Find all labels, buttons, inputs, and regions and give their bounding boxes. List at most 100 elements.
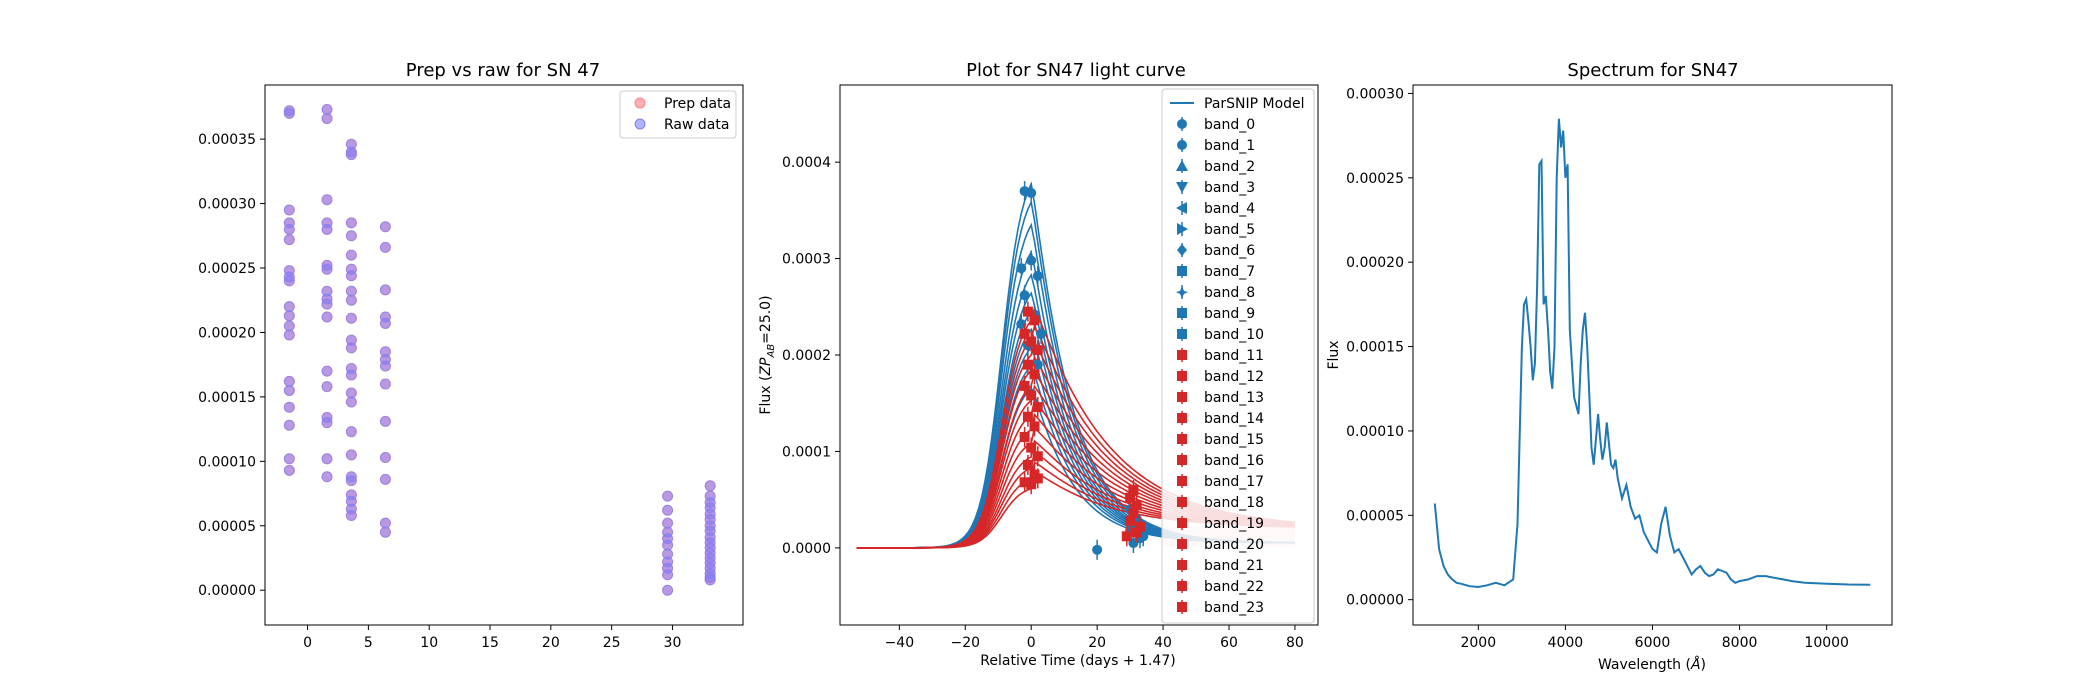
y-tick-label: 0.00030 [1346, 86, 1404, 102]
raw-data-point [283, 107, 295, 119]
y-tick-label: 0.0004 [782, 155, 831, 171]
y-tick-label: 0.0003 [782, 252, 831, 268]
y-tick-label: 0.0002 [782, 348, 831, 364]
legend-model-label: ParSNIP Model [1204, 96, 1305, 112]
light-curve-panel: Plot for SN47 light curve −40 −20 0 20 40 60 8… [758, 60, 1319, 669]
y-tick-label: 0.00015 [198, 390, 256, 406]
raw-data-point [321, 417, 333, 429]
legend-prep-label: Prep data [664, 96, 731, 112]
y-tick-label: 0.0000 [782, 541, 831, 557]
raw-data-point [345, 369, 357, 381]
raw-data-point [662, 569, 674, 581]
y-tick-label: 0.00020 [1346, 255, 1404, 271]
legend-band_22-marker [1177, 581, 1187, 591]
y-tick-label: 0.00035 [198, 132, 256, 148]
observation-point [1026, 255, 1037, 266]
raw-data-point [321, 381, 333, 393]
raw-data-point [321, 365, 333, 377]
raw-data-point [321, 194, 333, 206]
observation-point [1128, 485, 1139, 495]
legend-band_2-marker [1176, 160, 1188, 171]
observation-point [1019, 380, 1030, 391]
observation-point [1026, 442, 1037, 453]
raw-data-point [345, 217, 357, 229]
raw-data-point [345, 270, 357, 282]
observation-point [1092, 544, 1103, 555]
legend-band_6-marker [1177, 244, 1187, 256]
y-tick-label: 0.00005 [1346, 508, 1404, 524]
x-tick-label: 25 [603, 635, 621, 651]
legend-band_15-marker [1177, 434, 1187, 444]
x-tick-label: 20 [542, 635, 560, 651]
panel-2-ylabel: Flux (ZPAB=25.0) [758, 295, 777, 414]
legend-band_23-marker [1177, 602, 1187, 612]
raw-data-point [379, 317, 391, 329]
observation-point [1022, 306, 1033, 317]
raw-data-point [321, 103, 333, 115]
y-tick-label: 0.00000 [1346, 593, 1404, 609]
x-tick-label: −40 [885, 635, 915, 651]
raw-data-point [345, 249, 357, 261]
observation-point [1022, 411, 1033, 422]
legend-band_9-label: band_9 [1204, 306, 1255, 322]
observation-point [1032, 270, 1043, 281]
raw-data-point [379, 473, 391, 485]
raw-data-point [379, 378, 391, 390]
x-tick-label: 8000 [1722, 635, 1758, 651]
x-tick-label: 80 [1286, 635, 1304, 651]
legend-band_18-label: band_18 [1204, 495, 1264, 511]
panel-1-frame [264, 84, 744, 626]
raw-data-point [321, 223, 333, 235]
legend-band_9-marker [1177, 308, 1187, 318]
observation-point [1131, 500, 1142, 511]
raw-data-point [345, 149, 357, 161]
legend-band_15-label: band_15 [1204, 432, 1264, 448]
observation-point [1131, 527, 1142, 538]
observation-point [1019, 477, 1030, 488]
legend-box [619, 90, 737, 139]
legend-raw-marker [634, 118, 646, 130]
observation-point [1026, 390, 1037, 401]
legend-band_7-label: band_7 [1204, 264, 1255, 280]
raw-data-point [283, 204, 295, 216]
y-tick-label: 0.00000 [198, 583, 256, 599]
legend-band_13-label: band_13 [1204, 390, 1264, 406]
legend-band_20-marker [1177, 539, 1187, 549]
observation-point [1026, 336, 1037, 347]
raw-data-point [321, 453, 333, 465]
x-tick-label: 20 [1088, 635, 1106, 651]
observation-point [1032, 345, 1043, 356]
legend-band_7-marker [1177, 266, 1187, 276]
legend-band_2-label: band_2 [1204, 159, 1255, 175]
observation-point [1125, 515, 1136, 526]
legend-band_12-marker [1177, 371, 1187, 381]
observation-point [1016, 319, 1027, 330]
observation-point [1032, 359, 1043, 370]
legend-band_0-marker [1177, 119, 1187, 129]
y-tick-label: 0.00025 [198, 261, 256, 277]
legend-raw-label: Raw data [664, 117, 729, 133]
legend-band_18-marker [1177, 497, 1187, 507]
raw-data-point [345, 426, 357, 438]
observation-point [1019, 431, 1030, 442]
raw-data-point [379, 241, 391, 253]
raw-data-point [283, 329, 295, 341]
legend-band_8-label: band_8 [1204, 285, 1255, 301]
raw-data-point [662, 584, 674, 596]
legend-band_22-label: band_22 [1204, 579, 1264, 595]
observation-point [1134, 521, 1145, 532]
legend-band_5-marker [1177, 223, 1188, 235]
legend-band_23-label: band_23 [1204, 600, 1264, 616]
raw-data-point [345, 312, 357, 324]
raw-data-point [345, 294, 357, 306]
x-tick-label: 4000 [1548, 635, 1584, 651]
raw-data-point [283, 401, 295, 413]
observation-point [1029, 315, 1040, 326]
legend-band_20-label: band_20 [1204, 537, 1264, 553]
raw-data-point [345, 396, 357, 408]
raw-data-point [704, 480, 716, 492]
raw-data-point [321, 298, 333, 310]
observation-point [1032, 402, 1043, 413]
x-tick-label: 5 [364, 635, 373, 651]
